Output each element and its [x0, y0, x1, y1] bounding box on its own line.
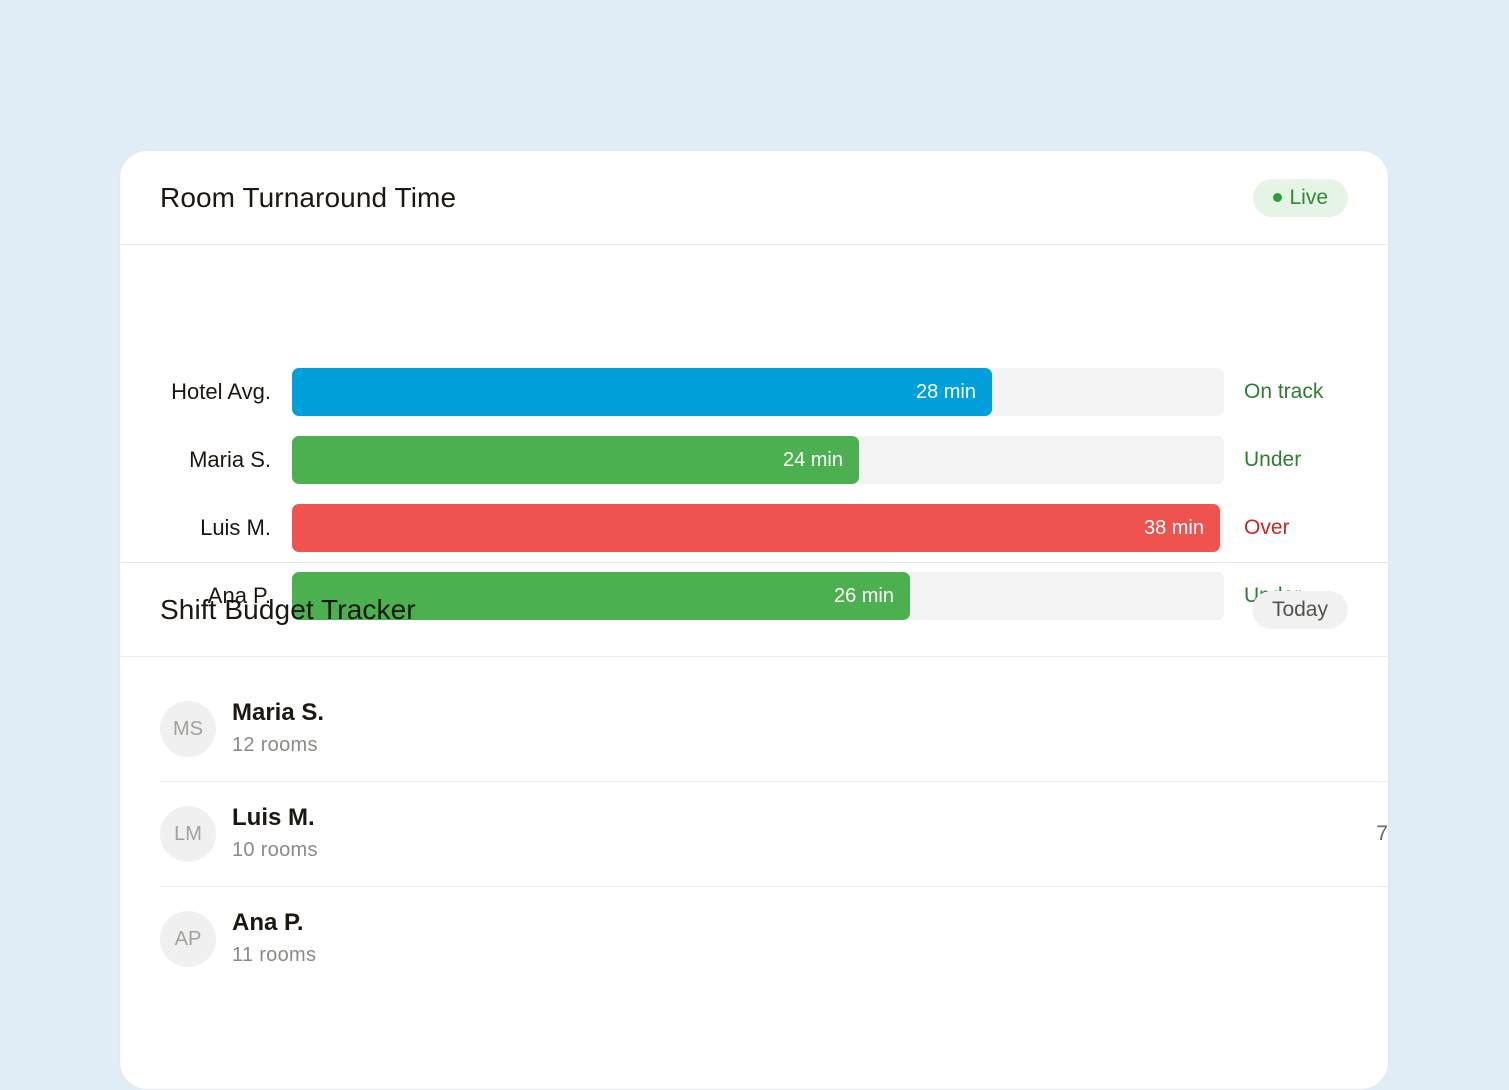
- bar-value: 28 min: [915, 381, 976, 403]
- room-count: 12 rooms: [232, 734, 318, 756]
- live-badge-label: Live: [1289, 186, 1328, 209]
- bar-fill: 38 min: [292, 504, 1220, 552]
- bar-value: 38 min: [1143, 517, 1204, 539]
- turnaround-title: Room Turnaround Time: [160, 182, 457, 213]
- turnaround-header: Room Turnaround Time Live: [120, 151, 1388, 245]
- bar-row-luis: Luis M. 38 min Over: [120, 504, 1388, 552]
- budget-header: Shift Budget Tracker Today: [120, 563, 1388, 657]
- person-name: Maria S.: [232, 699, 325, 726]
- bar-row-maria: Maria S. 24 min Under: [120, 436, 1388, 484]
- bar-status: Under: [1244, 448, 1302, 471]
- bar-row-ana: Ana P. 26 min Under: [120, 572, 1388, 620]
- dashboard-card: Room Turnaround Time Live Hotel Avg. 28 …: [119, 150, 1389, 1090]
- bar-label: Ana P.: [207, 583, 271, 608]
- bar-fill: 26 min: [292, 572, 910, 620]
- live-dot-icon: [1273, 193, 1283, 202]
- budget-value: 7: [1376, 822, 1388, 845]
- live-badge: Live: [1253, 179, 1348, 217]
- list-item[interactable]: LM Luis M. 10 rooms 7: [160, 782, 1388, 887]
- bar-label: Luis M.: [200, 515, 271, 540]
- bar-value: 24 min: [782, 449, 843, 471]
- bar-track: 38 min: [292, 504, 1224, 552]
- person-name: Luis M.: [232, 804, 315, 831]
- avatar: AP: [160, 911, 216, 967]
- bar-label: Maria S.: [189, 447, 271, 472]
- bar-fill: 24 min: [292, 436, 859, 484]
- bar-status: Over: [1244, 516, 1290, 539]
- avatar: LM: [160, 806, 216, 862]
- person-name: Ana P.: [232, 909, 304, 936]
- list-item[interactable]: MS Maria S. 12 rooms: [160, 677, 1388, 782]
- bar-fill: 28 min: [292, 368, 992, 416]
- today-button[interactable]: Today: [1251, 591, 1348, 629]
- room-count: 11 rooms: [232, 944, 317, 966]
- turnaround-bar-chart: Hotel Avg. 28 min On track Maria S. 24 m…: [120, 245, 1388, 620]
- bar-track: 28 min: [292, 368, 1224, 416]
- bar-status: On track: [1244, 380, 1324, 403]
- bar-row-hotel-avg: Hotel Avg. 28 min On track: [120, 368, 1388, 416]
- bar-label: Hotel Avg.: [171, 379, 271, 404]
- bar-track: 26 min: [292, 572, 1224, 620]
- budget-title: Shift Budget Tracker: [160, 594, 416, 625]
- bar-value: 26 min: [833, 585, 894, 607]
- list-item[interactable]: AP Ana P. 11 rooms: [160, 887, 1388, 992]
- room-count: 10 rooms: [232, 839, 318, 861]
- bar-track: 24 min: [292, 436, 1224, 484]
- avatar: MS: [160, 701, 216, 757]
